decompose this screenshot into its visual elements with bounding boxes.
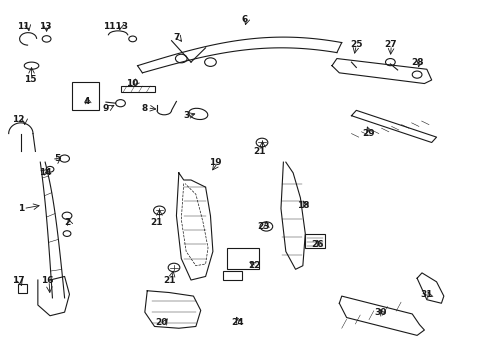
Text: 22: 22 [247,261,260,270]
Text: 10: 10 [126,79,139,88]
Text: 11: 11 [17,22,29,31]
Bar [305,234,324,248]
Text: 14: 14 [39,168,51,177]
Text: 1113: 1113 [103,22,128,31]
Text: 19: 19 [208,158,221,167]
Text: 12: 12 [12,115,24,124]
Text: 26: 26 [310,240,323,249]
Text: 7: 7 [173,33,179,42]
Text: 6: 6 [241,15,247,24]
Text: 31: 31 [420,290,432,299]
Text: 28: 28 [410,58,423,67]
Text: 16: 16 [41,275,54,284]
Text: 15: 15 [24,76,37,85]
Text: 2: 2 [64,219,70,228]
Text: 8: 8 [142,104,148,113]
Text: 20: 20 [155,318,168,327]
Text: 4: 4 [83,97,89,106]
Text: 3: 3 [183,111,189,120]
Text: 9: 9 [102,104,109,113]
Text: 24: 24 [230,318,243,327]
Text: 18: 18 [296,201,308,210]
Text: 13: 13 [39,22,51,31]
Text: 1: 1 [18,204,24,213]
Bar [222,271,242,280]
Bar [72,82,99,111]
Text: 21: 21 [150,219,163,228]
Text: 23: 23 [257,222,270,231]
Text: 21: 21 [252,147,265,156]
Text: 30: 30 [374,308,386,317]
Text: 29: 29 [362,129,374,138]
Text: 5: 5 [54,154,61,163]
Bar [227,248,259,269]
Text: 17: 17 [12,275,25,284]
Bar [19,284,27,293]
Text: 25: 25 [349,40,362,49]
Text: 21: 21 [163,275,175,284]
Bar [120,86,154,93]
Text: 27: 27 [383,40,396,49]
